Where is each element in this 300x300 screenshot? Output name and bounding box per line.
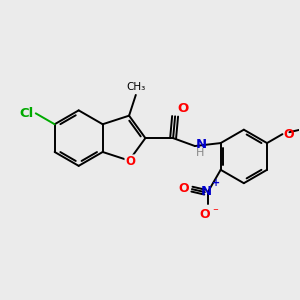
Text: CH₃: CH₃	[126, 82, 146, 92]
Text: +: +	[212, 178, 220, 188]
Text: O: O	[178, 182, 189, 195]
Text: O: O	[200, 208, 210, 221]
Text: Cl: Cl	[20, 107, 34, 120]
Text: O: O	[177, 102, 188, 115]
Text: O: O	[125, 155, 135, 168]
Text: ⁻: ⁻	[213, 207, 219, 217]
Text: N: N	[196, 138, 207, 151]
Text: H: H	[196, 148, 204, 158]
Text: N: N	[200, 184, 211, 198]
Text: O: O	[284, 128, 294, 141]
